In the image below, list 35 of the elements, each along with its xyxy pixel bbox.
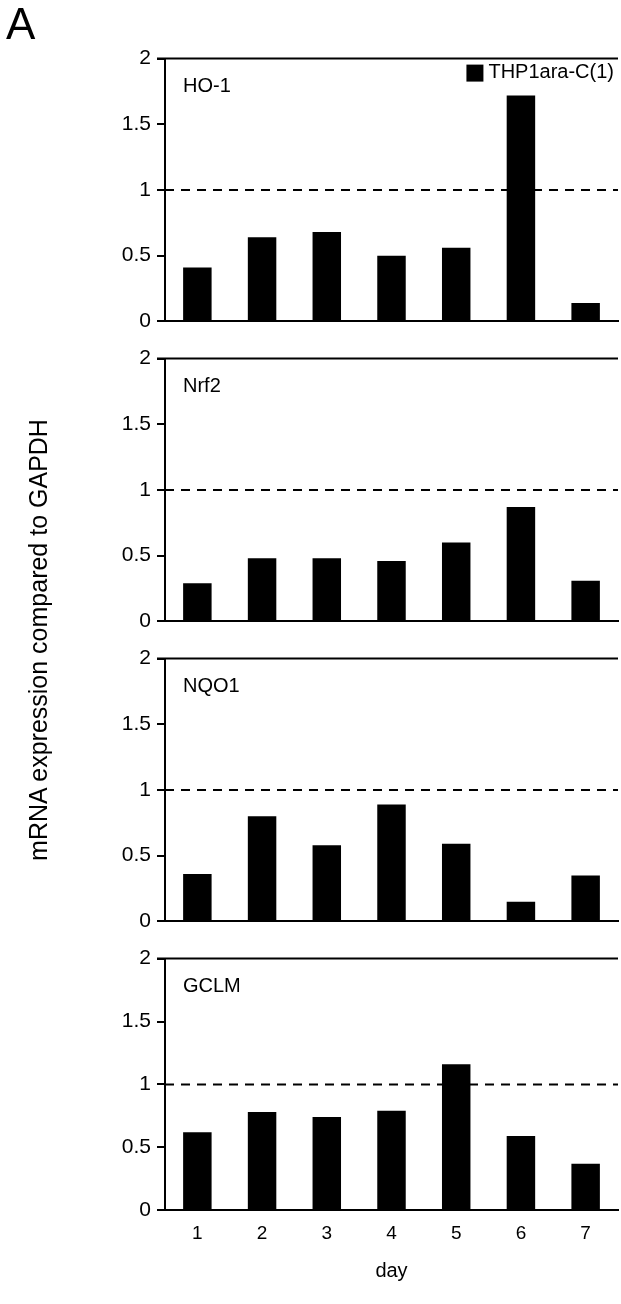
x-tick-label: 1 [192, 1221, 203, 1243]
x-tick-label: 4 [386, 1221, 398, 1243]
y-tick-label: 0.5 [121, 1134, 151, 1158]
y-tick-label: 0.5 [121, 542, 151, 566]
x-tick-label: 7 [580, 1221, 591, 1243]
y-tick-label: 2 [139, 45, 151, 69]
y-tick-label: 1 [139, 776, 151, 800]
annotation: HO-1 [183, 74, 231, 97]
y-tick-label: 0 [139, 908, 151, 932]
y-axis-title: mRNA expression compared to GAPDH [23, 419, 53, 861]
y-tick-label: 1.5 [121, 111, 151, 135]
x-tick-label: 6 [515, 1221, 527, 1243]
x-tick-label: 2 [256, 1221, 268, 1243]
annotation: Nrf2 [183, 374, 221, 397]
y-tick-label: 2 [139, 645, 151, 669]
y-tick-label: 0 [139, 1197, 151, 1220]
y-tick-label: 1 [139, 176, 151, 200]
x-axis-title: day [375, 1258, 408, 1281]
y-tick-label: 2 [139, 945, 151, 969]
y-tick-label: 1.5 [121, 1008, 151, 1032]
x-tick-label: 3 [321, 1221, 333, 1243]
legend-label: THP1ara-C(1) [488, 60, 614, 83]
y-tick-label: 1.5 [121, 711, 151, 735]
x-tick-label: 5 [450, 1221, 462, 1243]
y-tick-label: 1.5 [121, 411, 151, 435]
y-tick-label: 1 [139, 476, 151, 500]
y-tick-label: 0.5 [121, 242, 151, 266]
y-tick-label: 0 [139, 308, 151, 332]
y-tick-label: 0.5 [121, 842, 151, 866]
y-tick-label: 1 [139, 1071, 151, 1095]
y-tick-label: 0 [139, 608, 151, 632]
annotation: NQO1 [183, 674, 240, 697]
annotation: GCLM [183, 974, 241, 997]
chart-title: A [6, 0, 36, 48]
y-tick-label: 2 [139, 345, 151, 369]
